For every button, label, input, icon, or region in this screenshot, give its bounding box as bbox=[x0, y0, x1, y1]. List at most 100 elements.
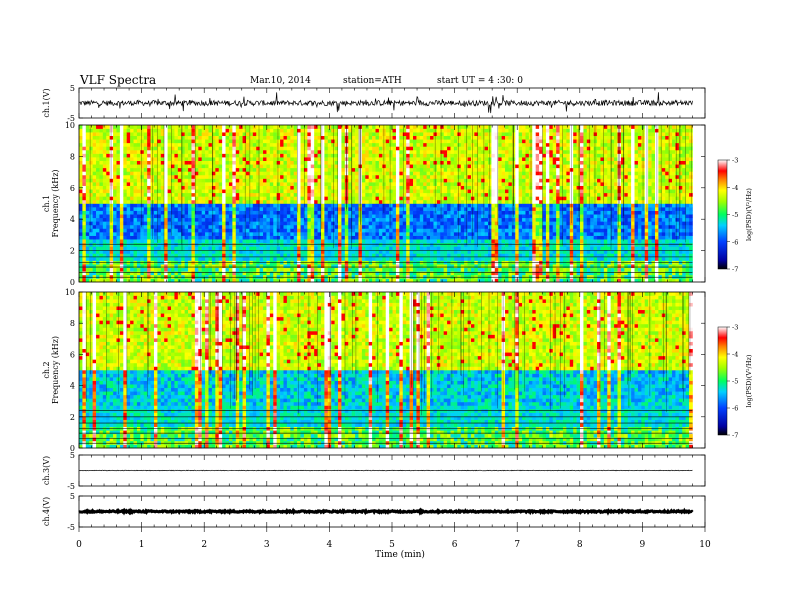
spectrogram-cell bbox=[205, 224, 209, 229]
spectrogram-cell bbox=[167, 167, 172, 172]
spectrogram-cell bbox=[375, 217, 380, 222]
spectrogram-cell bbox=[453, 246, 458, 251]
spectrogram-cell bbox=[133, 221, 138, 226]
spectrogram-cell bbox=[239, 182, 243, 186]
spectrogram-cell bbox=[191, 274, 196, 279]
spectrogram-cell bbox=[208, 189, 213, 194]
spectrogram-cell bbox=[375, 246, 380, 251]
spectrogram-cell bbox=[239, 214, 243, 219]
spectrogram-cell bbox=[402, 267, 407, 272]
spectrogram-cell bbox=[113, 157, 117, 161]
spectrogram-cell bbox=[136, 157, 141, 161]
spectrogram-cell bbox=[215, 167, 220, 172]
spectrogram-cell bbox=[92, 278, 97, 283]
spectrogram-cell bbox=[92, 196, 97, 201]
spectrogram-cell bbox=[116, 224, 121, 229]
spectrogram-cell bbox=[228, 167, 233, 172]
spectrogram-cell bbox=[211, 146, 216, 151]
spectrogram-cell bbox=[293, 189, 298, 194]
spectrogram-cell bbox=[269, 146, 274, 151]
spectrogram-cell bbox=[389, 189, 393, 194]
spectrogram-cell bbox=[341, 160, 346, 165]
spectrogram-cell bbox=[130, 253, 134, 258]
spectrogram-cell bbox=[89, 217, 93, 222]
spectrogram-cell bbox=[109, 142, 114, 147]
spectrogram-cell bbox=[157, 267, 162, 272]
spectrogram-cell bbox=[136, 203, 141, 208]
spectrogram-cell bbox=[307, 249, 312, 254]
spectrogram-cell bbox=[450, 153, 455, 158]
spectrogram-cell bbox=[385, 171, 390, 176]
spectrogram-cell bbox=[119, 235, 124, 240]
spectrogram-cell bbox=[249, 235, 254, 240]
spectrogram-cell bbox=[215, 199, 220, 204]
spectrogram-cell bbox=[331, 271, 335, 276]
spectrogram-cell bbox=[147, 128, 151, 133]
spectrogram-cell bbox=[211, 160, 216, 165]
spectrogram-cell bbox=[300, 157, 305, 161]
spectrogram-cell bbox=[365, 132, 369, 137]
spectrogram-cell bbox=[310, 267, 315, 272]
spectrogram-cell bbox=[123, 249, 128, 254]
spectrogram-cell bbox=[320, 214, 325, 219]
spectrogram-cell bbox=[327, 274, 332, 279]
spectrogram-cell bbox=[130, 196, 134, 201]
spectrogram-cell bbox=[215, 182, 220, 186]
spectrogram-cell bbox=[392, 153, 397, 158]
spectrogram-cell bbox=[242, 132, 247, 137]
spectrogram-cell bbox=[242, 125, 247, 129]
spectrogram-cell bbox=[153, 249, 158, 254]
spectrogram-cell bbox=[181, 146, 185, 151]
spectrogram-cell bbox=[324, 239, 329, 244]
spectrogram-cell bbox=[92, 199, 97, 204]
spectrogram-cell bbox=[273, 207, 277, 211]
spectrogram-cell bbox=[153, 178, 158, 183]
spectrogram-cell bbox=[153, 224, 158, 229]
spectrogram-cell bbox=[218, 135, 223, 140]
spectrogram-cell bbox=[109, 249, 114, 254]
spectrogram-cell bbox=[211, 207, 216, 211]
spectrogram-cell bbox=[153, 125, 158, 129]
spectrogram-cell bbox=[334, 271, 339, 276]
spectrogram-cell bbox=[402, 207, 407, 211]
spectrogram-cell bbox=[89, 239, 93, 244]
spectrogram-cell bbox=[208, 249, 213, 254]
spectrogram-cell bbox=[293, 167, 298, 172]
spectrogram-cell bbox=[106, 217, 110, 222]
spectrogram-cell bbox=[140, 274, 145, 279]
spectrogram-cell bbox=[307, 139, 312, 144]
spectrogram-cell bbox=[188, 199, 192, 204]
spectrogram-cell bbox=[341, 157, 346, 161]
spectrogram-cell bbox=[232, 224, 237, 229]
spectrogram-cell bbox=[136, 239, 141, 244]
spectrogram-cell bbox=[453, 232, 458, 236]
spectrogram-cell bbox=[355, 182, 359, 186]
spectrogram-cell bbox=[235, 128, 240, 133]
spectrogram-cell bbox=[143, 178, 148, 183]
spectrogram-cell bbox=[361, 135, 366, 140]
spectrogram-cell bbox=[416, 257, 421, 261]
spectrogram-cell bbox=[416, 164, 421, 169]
spectrogram-cell bbox=[225, 164, 230, 169]
spectrogram-cell bbox=[102, 132, 107, 137]
spectrogram-cell bbox=[443, 228, 448, 233]
spectrogram-cell bbox=[269, 203, 274, 208]
spectrogram-cell bbox=[290, 167, 295, 172]
spectrogram-cell bbox=[140, 135, 145, 140]
spectrogram-cell bbox=[399, 125, 404, 129]
spectrogram-cell bbox=[276, 192, 281, 197]
spectrogram-cell bbox=[453, 239, 458, 244]
spectrogram-cell bbox=[280, 249, 284, 254]
spectrogram-cell bbox=[310, 139, 315, 144]
spectrogram-cell bbox=[96, 149, 100, 154]
spectrogram-cell bbox=[96, 210, 100, 215]
spectrogram-cell bbox=[399, 199, 404, 204]
spectrogram-cell bbox=[256, 157, 260, 161]
spectrogram-cell bbox=[239, 224, 243, 229]
spectrogram-cell bbox=[276, 249, 281, 254]
spectrogram-cell bbox=[157, 228, 162, 233]
spectrogram-cell bbox=[188, 221, 192, 226]
spectrogram-cell bbox=[413, 128, 417, 133]
spectrogram-cell bbox=[303, 139, 308, 144]
spectrogram-cell bbox=[406, 210, 410, 215]
